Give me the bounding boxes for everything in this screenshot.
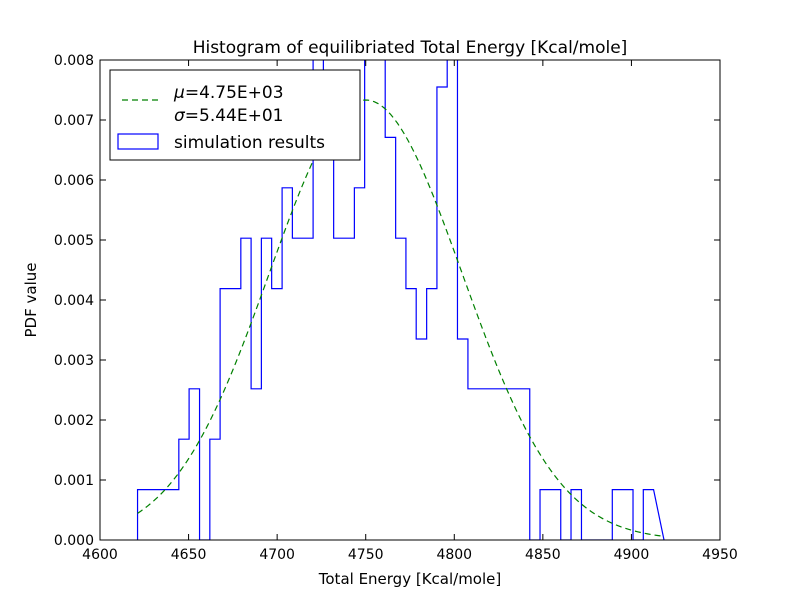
y-tick-label: 0.006	[54, 173, 94, 189]
y-tick-label: 0.000	[54, 533, 94, 549]
x-axis-label: Total Energy [Kcal/mole]	[318, 570, 501, 588]
x-tick-label: 4600	[82, 547, 118, 563]
legend-simulation-swatch	[117, 133, 159, 150]
x-tick-label: 4900	[614, 547, 650, 563]
legend-sigma-label: σ=5.44E+01	[174, 106, 284, 126]
y-tick-label: 0.003	[54, 353, 94, 369]
y-tick-label: 0.007	[54, 113, 94, 129]
ticks-layer: 4600 4650 4700 4750 4800 4850 4900 4950 0.000 0.0…	[54, 53, 738, 563]
chart-title: Histogram of equilibriated Total Energy …	[193, 38, 628, 58]
legend-simulation-label: simulation results	[174, 133, 325, 153]
legend-sigma-value: =5.44E+01	[185, 106, 284, 126]
legend-mu-value: =4.75E+03	[185, 83, 284, 103]
y-tick-label: 0.008	[54, 53, 94, 69]
histogram-series-simulation-results	[136, 60, 665, 540]
y-tick-label: 0.002	[54, 413, 94, 429]
y-tick-label: 0.005	[54, 233, 94, 249]
legend-mu-label: μ=4.75E+03	[173, 83, 284, 103]
x-tick-label: 4950	[702, 547, 738, 563]
legend-box	[109, 69, 361, 161]
data-layer	[136, 60, 665, 540]
legend-sigma-symbol: σ	[174, 106, 186, 126]
x-tick-label: 4750	[348, 547, 384, 563]
y-tick-label: 0.001	[54, 473, 94, 489]
x-tick-label: 4700	[259, 547, 295, 563]
fit-curve-normal-pdf	[137, 99, 665, 537]
x-tick-label: 4850	[525, 547, 561, 563]
y-tick-label: 0.004	[54, 293, 94, 309]
x-tick-label: 4650	[171, 547, 207, 563]
legend: μ=4.75E+03 σ=5.44E+01 simulation results	[109, 69, 361, 161]
legend-mu-symbol: μ	[173, 83, 185, 103]
x-tick-label: 4800	[436, 547, 472, 563]
y-axis-label: PDF value	[22, 263, 40, 338]
